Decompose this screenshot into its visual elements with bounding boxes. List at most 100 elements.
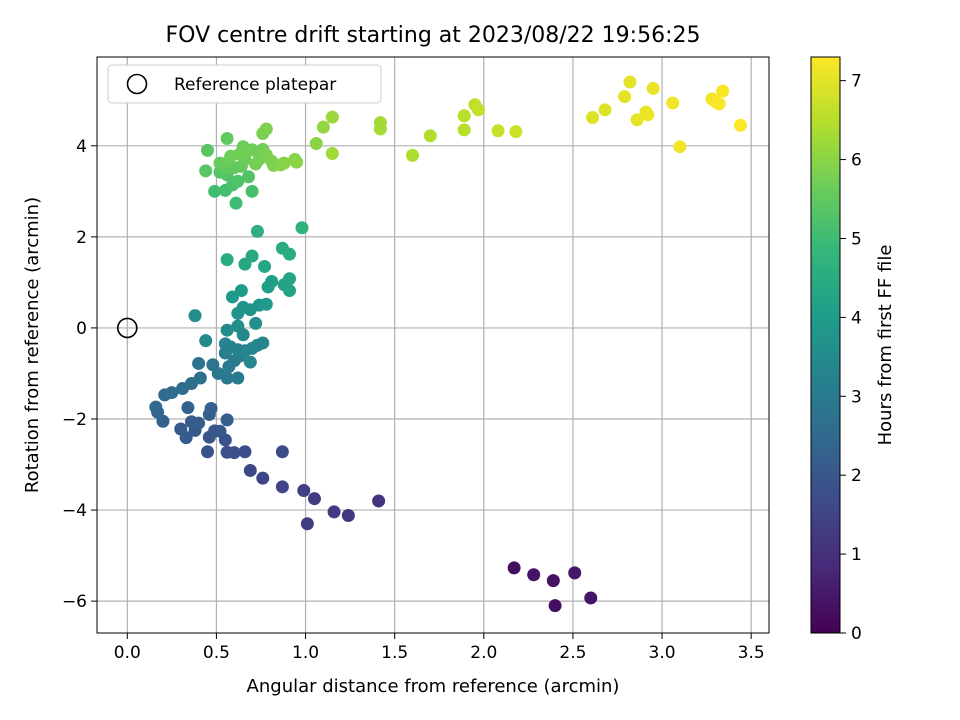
plot-frame [97, 57, 769, 633]
y-tick-label: −2 [62, 410, 87, 430]
data-point [245, 184, 259, 198]
data-point [618, 90, 632, 104]
data-point [245, 249, 259, 263]
data-point [623, 75, 637, 89]
data-point [220, 323, 234, 337]
data-point [220, 371, 234, 385]
data-point [716, 84, 730, 98]
data-point [201, 143, 215, 157]
data-point [188, 309, 202, 323]
data-point [192, 356, 206, 370]
legend: Reference platepar [107, 64, 382, 104]
data-point [584, 591, 598, 605]
x-tick-label: 1.5 [381, 643, 408, 663]
data-point [243, 355, 257, 369]
colorbar: 0 1 2 3 4 5 6 7 Hours from first FF file [810, 56, 896, 644]
plot-area [96, 56, 770, 634]
y-tick-label: −6 [62, 592, 87, 612]
data-point [165, 386, 179, 400]
x-tick-label: 3.0 [649, 643, 676, 663]
chart-title: FOV centre drift starting at 2023/08/22 … [166, 23, 701, 48]
data-point [256, 336, 270, 350]
data-point [457, 109, 471, 123]
colorbar-tick-label: 6 [851, 151, 862, 171]
data-point [568, 566, 582, 580]
data-point [283, 284, 297, 298]
data-point [327, 505, 341, 519]
data-point [258, 259, 272, 273]
x-tick-label: 2.0 [470, 643, 497, 663]
data-point [249, 316, 263, 330]
reference-platepar-marker [117, 317, 138, 339]
y-tick-label: 0 [76, 319, 87, 339]
data-point [240, 145, 254, 159]
data-point [295, 221, 309, 235]
data-point [174, 422, 188, 436]
legend-entry: Reference platepar [174, 75, 336, 95]
data-point [507, 561, 521, 575]
y-axis-label: Rotation from reference (arcmin) [22, 197, 43, 493]
data-point [201, 445, 215, 459]
data-point [220, 132, 234, 146]
colorbar-tick-label: 1 [851, 545, 862, 565]
x-tick-label: 3.5 [738, 643, 765, 663]
data-point [673, 140, 687, 154]
data-point [457, 123, 471, 137]
x-axis-label: Angular distance from reference (arcmin) [247, 676, 620, 697]
x-axis-ticks: 0.0 0.5 1.0 1.5 2.0 2.5 3.0 3.5 [114, 633, 765, 663]
data-point [234, 284, 248, 298]
data-point [586, 111, 600, 125]
data-point [259, 297, 273, 311]
data-point [406, 148, 420, 162]
data-point [307, 492, 321, 506]
data-point [250, 224, 264, 238]
data-point [213, 424, 227, 438]
data-point [208, 184, 222, 198]
data-point [341, 509, 355, 523]
colorbar-tick-label: 5 [851, 229, 862, 249]
data-point [243, 463, 257, 477]
data-point [423, 129, 437, 143]
data-point [231, 319, 245, 333]
colorbar-tick-label: 2 [851, 466, 862, 486]
data-point [192, 416, 206, 430]
data-point [199, 334, 213, 348]
data-point [265, 274, 279, 288]
legend-marker-open-circle [126, 73, 148, 95]
data-point [509, 125, 523, 139]
data-point [218, 337, 232, 351]
data-point [290, 155, 304, 169]
y-axis-ticks: −6 −4 −2 0 2 4 [62, 137, 97, 612]
data-point [283, 247, 297, 261]
y-tick-label: −4 [62, 501, 87, 521]
x-tick-label: 2.5 [559, 643, 586, 663]
data-point [220, 445, 234, 459]
colorbar-ticks: 0 1 2 3 4 5 6 7 [840, 72, 862, 644]
data-point [548, 599, 562, 613]
plot-border [96, 56, 770, 634]
colorbar-gradient [810, 56, 841, 634]
data-point [256, 471, 270, 485]
data-point [220, 253, 234, 267]
data-point [527, 568, 541, 582]
data-point [733, 118, 747, 132]
colorbar-label: Hours from first FF file [875, 245, 896, 446]
data-point [630, 113, 644, 127]
data-point [149, 400, 163, 414]
data-points [149, 75, 747, 613]
data-point [309, 137, 323, 151]
y-tick-label: 4 [76, 137, 87, 157]
data-point [181, 401, 195, 415]
data-point [546, 574, 560, 588]
x-tick-label: 1.0 [292, 643, 319, 663]
data-point [204, 402, 218, 416]
data-point [325, 110, 339, 124]
data-point [229, 196, 243, 210]
data-point [666, 96, 680, 110]
data-point [373, 122, 387, 136]
colorbar-tick-label: 3 [851, 387, 862, 407]
data-point [220, 413, 234, 427]
data-point [646, 81, 660, 95]
data-point [242, 170, 256, 184]
